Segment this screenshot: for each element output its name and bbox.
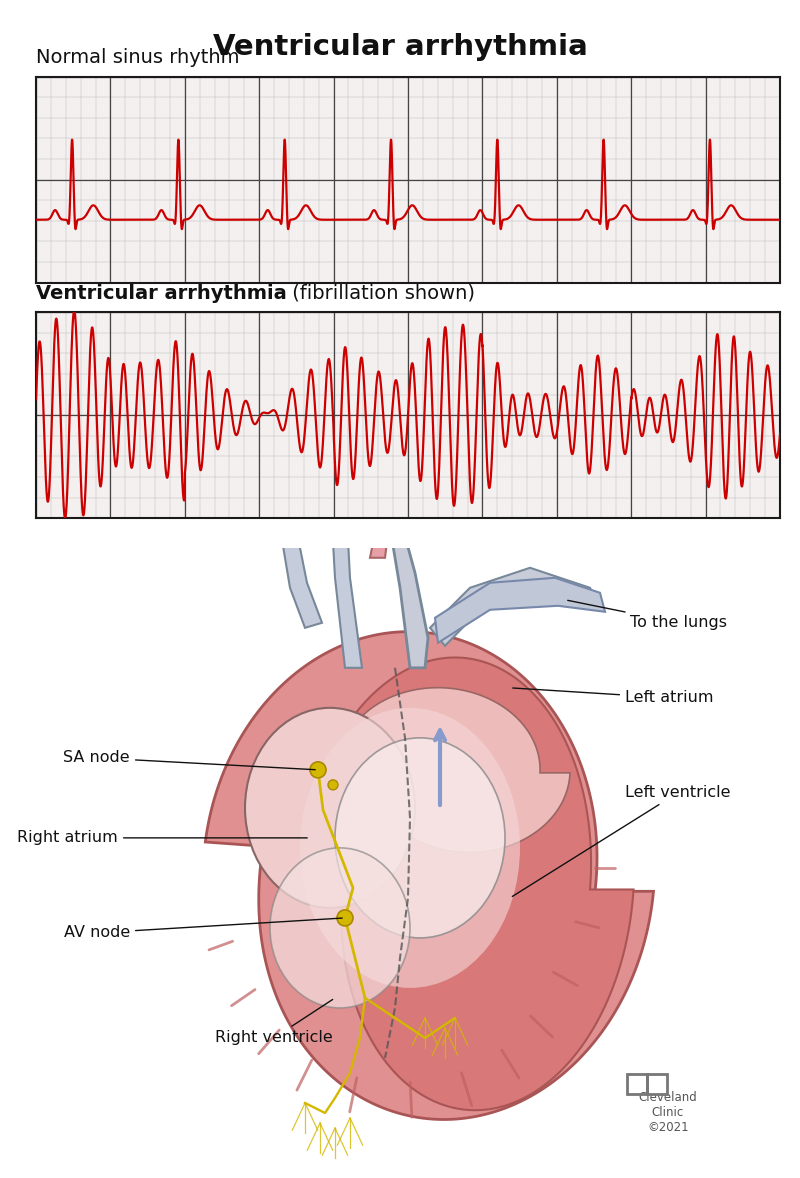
Polygon shape: [340, 688, 570, 853]
Text: Ventricular arrhythmia: Ventricular arrhythmia: [213, 33, 587, 61]
Text: AV node: AV node: [64, 918, 342, 940]
Ellipse shape: [335, 737, 505, 938]
Circle shape: [337, 909, 353, 926]
Ellipse shape: [245, 708, 415, 908]
Text: Right atrium: Right atrium: [18, 830, 307, 846]
Circle shape: [328, 780, 338, 790]
Text: Left atrium: Left atrium: [513, 688, 714, 706]
Polygon shape: [330, 483, 362, 668]
Text: Right ventricle: Right ventricle: [215, 999, 333, 1045]
Polygon shape: [435, 577, 605, 643]
Polygon shape: [206, 631, 654, 1119]
Text: Normal sinus rhythm: Normal sinus rhythm: [36, 48, 239, 67]
Polygon shape: [280, 523, 322, 628]
Polygon shape: [300, 657, 634, 1110]
Text: (fibrillation shown): (fibrillation shown): [286, 284, 475, 303]
Text: Ventricular arrhythmia: Ventricular arrhythmia: [36, 284, 286, 303]
Ellipse shape: [300, 708, 520, 988]
Ellipse shape: [270, 848, 410, 1008]
Text: To the lungs: To the lungs: [568, 601, 727, 630]
Polygon shape: [360, 468, 428, 668]
Polygon shape: [430, 568, 600, 646]
Text: Cleveland
Clinic
©2021: Cleveland Clinic ©2021: [638, 1092, 698, 1134]
Text: Left ventricle: Left ventricle: [512, 786, 730, 896]
Text: SA node: SA node: [63, 750, 315, 769]
Polygon shape: [370, 448, 465, 557]
Circle shape: [310, 762, 326, 777]
